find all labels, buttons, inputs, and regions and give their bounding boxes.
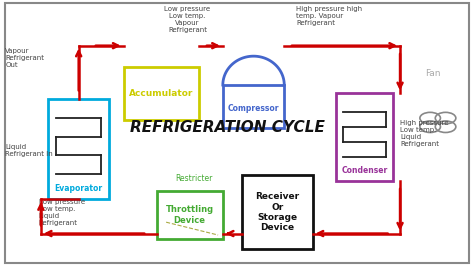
Text: Receiver
Or
Storage
Device: Receiver Or Storage Device [255, 192, 299, 232]
Text: Accumulator: Accumulator [129, 89, 193, 98]
Text: Compressor: Compressor [228, 104, 279, 113]
Text: Restricter: Restricter [175, 174, 213, 183]
Text: Condenser: Condenser [341, 166, 388, 175]
Text: Low pressure
Low temp.
Vapour
Refrigerant: Low pressure Low temp. Vapour Refrigeran… [164, 6, 210, 33]
Text: Vapour
Refrigerant
Out: Vapour Refrigerant Out [5, 48, 45, 68]
Text: Evaporator: Evaporator [55, 184, 103, 193]
Text: REFRIGERATION CYCLE: REFRIGERATION CYCLE [130, 120, 325, 135]
Text: Low pressure
Low temp.
Liquid
Refrigerant: Low pressure Low temp. Liquid Refrigeran… [38, 199, 85, 226]
Text: High pressure high
temp. Vapour
Refrigerant: High pressure high temp. Vapour Refriger… [296, 6, 362, 26]
Text: Fan: Fan [425, 69, 441, 78]
Text: Throttling
Device: Throttling Device [166, 205, 214, 225]
Text: Liquid
Refrigerant In: Liquid Refrigerant In [5, 144, 53, 157]
Text: High pressure
Low temp.
Liquid
Refrigerant: High pressure Low temp. Liquid Refrigera… [400, 120, 448, 147]
